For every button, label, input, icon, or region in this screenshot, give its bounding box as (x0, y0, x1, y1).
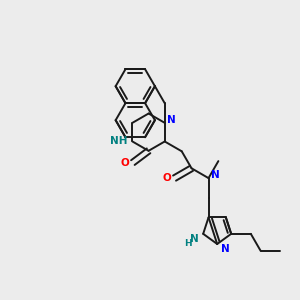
Text: N: N (190, 234, 199, 244)
Text: O: O (162, 173, 171, 183)
Text: H: H (184, 239, 191, 248)
Text: N: N (221, 244, 230, 254)
Text: O: O (121, 158, 129, 168)
Text: N: N (211, 170, 220, 180)
Text: N: N (167, 115, 176, 125)
Text: NH: NH (110, 136, 128, 146)
